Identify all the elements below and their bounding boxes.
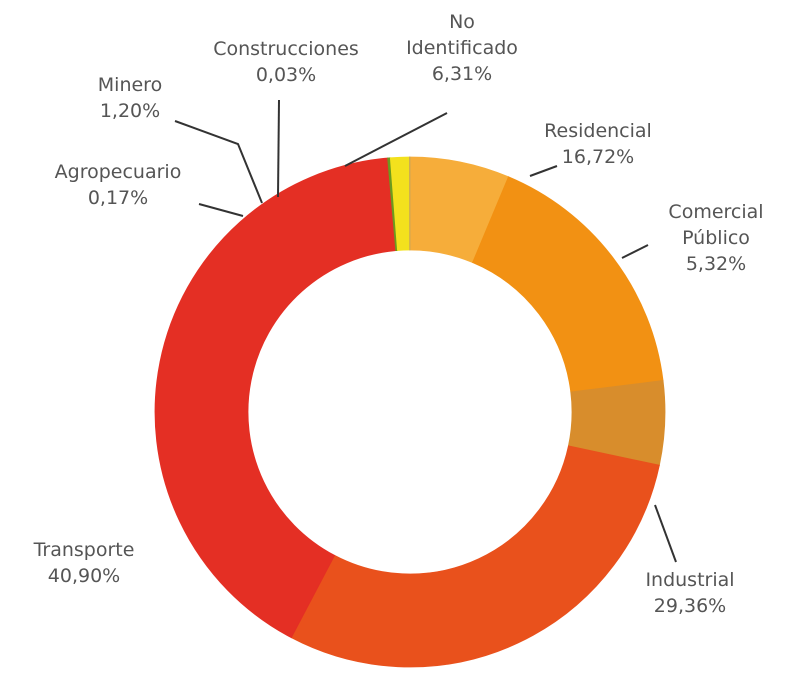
slice-label-no-identificado: No Identificado 6,31% — [406, 11, 518, 85]
donut-slices — [154, 156, 666, 668]
slice-value-label: 29,36% — [654, 595, 726, 617]
slice-name-label: Comercial — [668, 201, 763, 223]
slice-name-label: Público — [682, 227, 750, 249]
leader-line-residencial — [529, 165, 558, 177]
leader-line-comercial-publico — [621, 244, 649, 259]
leader-line-industrial — [654, 504, 677, 563]
slice-label-construcciones: Construcciones 0,03% — [213, 38, 359, 86]
leader-line-no-identificado — [344, 112, 448, 167]
slice-labels: No Identificado 6,31% Residencial 16,72% Come… — [33, 11, 764, 617]
slice-name-label: Construcciones — [213, 38, 359, 60]
slice-label-comercial-publico: Comercial Público 5,32% — [668, 201, 763, 275]
slice-name-label: Transporte — [33, 539, 135, 561]
slice-value-label: 5,32% — [686, 253, 746, 275]
slice-value-label: 6,31% — [432, 63, 492, 85]
slice-industrial — [290, 445, 660, 668]
slice-name-label: Identificado — [406, 37, 518, 59]
leader-lines — [174, 99, 677, 563]
slice-label-residencial: Residencial 16,72% — [544, 120, 652, 168]
slice-label-industrial: Industrial 29,36% — [645, 569, 734, 617]
slice-name-label: Residencial — [544, 120, 652, 142]
slice-value-label: 40,90% — [48, 565, 120, 587]
leader-line-minero — [174, 120, 263, 204]
slice-name-label: Minero — [98, 74, 162, 96]
slice-value-label: 0,17% — [88, 187, 148, 209]
leader-line-agropecuario — [198, 203, 244, 217]
slice-value-label: 16,72% — [562, 146, 634, 168]
slice-name-label: Agropecuario — [55, 161, 182, 183]
slice-name-label: Industrial — [645, 569, 734, 591]
slice-label-minero: Minero 1,20% — [98, 74, 162, 122]
slice-value-label: 1,20% — [100, 100, 160, 122]
slice-label-agropecuario: Agropecuario 0,17% — [55, 161, 182, 209]
leader-line-construcciones — [277, 99, 280, 198]
slice-residencial — [472, 176, 664, 393]
slice-label-transporte: Transporte 40,90% — [33, 539, 135, 587]
slice-name-label: No — [449, 11, 475, 33]
slice-value-label: 0,03% — [256, 64, 316, 86]
